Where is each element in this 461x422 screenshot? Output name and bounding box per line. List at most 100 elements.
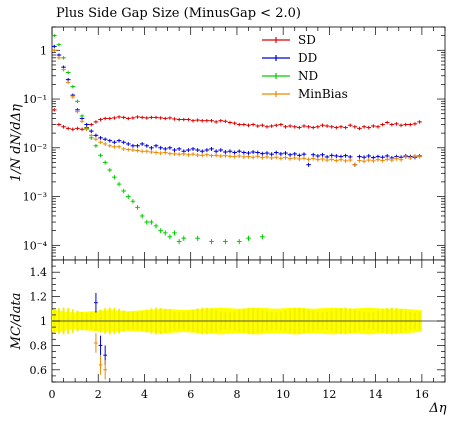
data-point-nd bbox=[176, 239, 182, 245]
data-point-dd bbox=[366, 154, 372, 159]
data-point-sd bbox=[241, 122, 247, 127]
data-point-nd bbox=[153, 223, 159, 229]
legend-item-minbias: MinBias bbox=[262, 87, 348, 101]
x-axis-label: Δη bbox=[428, 401, 446, 416]
data-point-minbias bbox=[278, 156, 284, 161]
data-point-minbias bbox=[130, 148, 136, 153]
data-point-dd bbox=[162, 147, 168, 151]
data-point-sd bbox=[149, 115, 154, 120]
data-point-minbias bbox=[380, 158, 385, 163]
data-point-sd bbox=[75, 126, 80, 131]
data-point-minbias bbox=[172, 151, 177, 156]
x-tick-label: 8 bbox=[233, 388, 240, 401]
data-point-minbias bbox=[199, 153, 205, 158]
data-point-minbias bbox=[255, 154, 261, 159]
data-point-nd bbox=[61, 56, 66, 60]
data-point-sd bbox=[292, 125, 298, 129]
data-point-sd bbox=[227, 120, 233, 125]
data-point-dd bbox=[278, 151, 284, 156]
legend-item-dd: DD bbox=[262, 51, 317, 65]
data-point-minbias bbox=[162, 150, 168, 155]
data-point-minbias bbox=[306, 157, 311, 162]
data-point-nd bbox=[223, 239, 228, 245]
data-point-minbias bbox=[232, 154, 237, 159]
data-point-dd bbox=[52, 44, 57, 49]
data-point-dd bbox=[84, 122, 89, 127]
data-point-nd bbox=[130, 199, 136, 204]
data-point-sd bbox=[361, 125, 367, 129]
data-point-sd bbox=[315, 125, 321, 129]
data-point-minbias bbox=[389, 158, 395, 163]
data-point-nd bbox=[167, 234, 173, 240]
data-point-sd bbox=[352, 125, 358, 129]
data-point-sd bbox=[324, 124, 330, 128]
data-point-sd bbox=[218, 118, 224, 123]
data-point-sd bbox=[61, 125, 66, 129]
data-point-sd bbox=[153, 115, 159, 120]
legend: SD DD ND MinBias bbox=[262, 33, 348, 101]
main-axis-ticks: 1 10⁻¹ 10⁻² 10⁻³ 10⁻⁴ bbox=[23, 26, 446, 261]
data-point-nd bbox=[116, 182, 122, 187]
ratio-uncertainty-band bbox=[52, 307, 445, 335]
data-point-sd bbox=[320, 123, 325, 128]
data-point-dd bbox=[102, 137, 108, 142]
data-point-sd bbox=[125, 116, 131, 121]
data-point-dd bbox=[255, 150, 261, 155]
data-point-minbias bbox=[361, 159, 367, 164]
data-point-sd bbox=[65, 126, 71, 131]
data-point-sd bbox=[287, 124, 293, 128]
data-point-dd bbox=[297, 153, 302, 158]
data-point-dd bbox=[306, 162, 311, 167]
data-point-dd bbox=[186, 148, 191, 153]
ratio-point-dd bbox=[94, 292, 98, 313]
data-point-nd bbox=[102, 160, 108, 165]
data-point-sd bbox=[250, 122, 256, 127]
data-point-dd bbox=[357, 154, 362, 159]
data-point-dd bbox=[153, 143, 159, 148]
x-tick-label: 16 bbox=[415, 388, 429, 401]
data-point-nd bbox=[158, 228, 163, 234]
legend-label: ND bbox=[298, 69, 318, 83]
chart-title: Plus Side Gap Size (MinusGap < 2.0) bbox=[56, 6, 301, 21]
data-point-sd bbox=[398, 123, 404, 128]
data-point-minbias bbox=[209, 153, 214, 158]
ratio-point-dd bbox=[98, 335, 103, 356]
data-point-sd bbox=[301, 124, 307, 128]
data-point-dd bbox=[107, 138, 113, 143]
data-point-minbias bbox=[338, 157, 344, 162]
data-point-dd bbox=[209, 147, 214, 151]
data-point-sd bbox=[98, 117, 103, 122]
data-point-sd bbox=[144, 116, 150, 120]
data-point-dd bbox=[361, 155, 367, 160]
main-panel-frame bbox=[51, 26, 446, 261]
data-point-dd bbox=[195, 148, 200, 153]
data-point-nd bbox=[195, 235, 200, 241]
data-point-minbias bbox=[56, 56, 62, 60]
data-point-dd bbox=[167, 145, 173, 150]
data-point-dd bbox=[241, 150, 247, 155]
data-point-minbias bbox=[273, 155, 279, 160]
main-y-axis-label: 1/N dN/dΔη bbox=[9, 104, 24, 182]
data-point-dd bbox=[125, 142, 131, 146]
ratio-y-tick-label: 0.6 bbox=[30, 364, 48, 377]
data-point-minbias bbox=[292, 156, 298, 161]
data-point-sd bbox=[269, 124, 274, 128]
data-point-dd bbox=[292, 151, 298, 156]
data-point-sd bbox=[412, 122, 418, 126]
data-point-minbias bbox=[269, 156, 274, 161]
data-point-sd bbox=[246, 123, 251, 128]
data-point-minbias bbox=[213, 153, 219, 158]
main-data-marks bbox=[52, 33, 422, 245]
data-point-minbias bbox=[403, 155, 409, 160]
data-point-dd bbox=[93, 133, 99, 138]
data-point-minbias bbox=[384, 157, 390, 162]
main-y-tick-label: 10⁻⁴ bbox=[23, 239, 48, 252]
data-point-sd bbox=[121, 115, 126, 120]
series-nd bbox=[52, 33, 265, 245]
data-point-minbias bbox=[116, 144, 122, 149]
data-point-minbias bbox=[153, 150, 159, 155]
data-point-nd bbox=[236, 239, 242, 245]
data-point-dd bbox=[227, 149, 233, 154]
data-point-dd bbox=[204, 148, 210, 153]
data-point-minbias bbox=[149, 150, 154, 155]
